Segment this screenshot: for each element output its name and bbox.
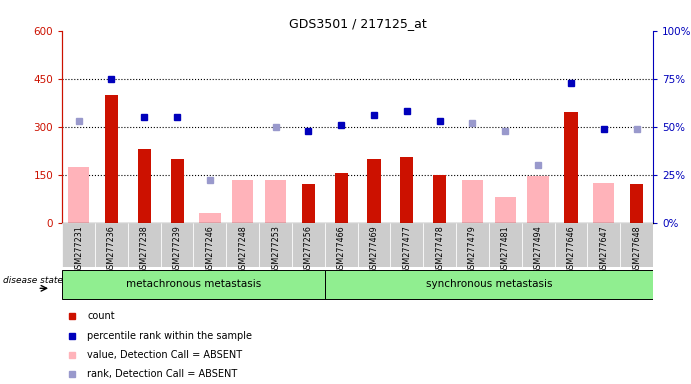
FancyBboxPatch shape	[128, 223, 160, 267]
FancyBboxPatch shape	[160, 223, 193, 267]
FancyBboxPatch shape	[621, 223, 653, 267]
FancyBboxPatch shape	[193, 223, 227, 267]
Text: count: count	[87, 311, 115, 321]
FancyBboxPatch shape	[325, 270, 653, 299]
FancyBboxPatch shape	[358, 223, 390, 267]
FancyBboxPatch shape	[292, 223, 325, 267]
Text: synchronous metastasis: synchronous metastasis	[426, 279, 552, 289]
FancyBboxPatch shape	[423, 223, 456, 267]
Text: GSM277494: GSM277494	[533, 225, 542, 274]
FancyBboxPatch shape	[62, 223, 95, 267]
FancyBboxPatch shape	[555, 223, 587, 267]
FancyBboxPatch shape	[489, 223, 522, 267]
Bar	[199, 213, 220, 223]
Text: GSM277477: GSM277477	[402, 225, 411, 274]
Bar	[433, 175, 446, 223]
Bar	[495, 197, 516, 223]
Title: GDS3501 / 217125_at: GDS3501 / 217125_at	[289, 17, 426, 30]
Text: GSM277646: GSM277646	[567, 225, 576, 273]
FancyBboxPatch shape	[227, 223, 259, 267]
Bar	[565, 113, 578, 223]
Bar	[68, 167, 89, 223]
Text: GSM277246: GSM277246	[205, 225, 214, 274]
Text: metachronous metastasis: metachronous metastasis	[126, 279, 261, 289]
Text: GSM277239: GSM277239	[173, 225, 182, 274]
Bar	[593, 183, 614, 223]
Bar	[462, 180, 483, 223]
FancyBboxPatch shape	[95, 223, 128, 267]
Text: GSM277256: GSM277256	[304, 225, 313, 274]
FancyBboxPatch shape	[259, 223, 292, 267]
Text: GSM277469: GSM277469	[370, 225, 379, 274]
FancyBboxPatch shape	[325, 223, 358, 267]
Text: rank, Detection Call = ABSENT: rank, Detection Call = ABSENT	[87, 369, 238, 379]
FancyBboxPatch shape	[522, 223, 555, 267]
Text: GSM277238: GSM277238	[140, 225, 149, 274]
Bar	[630, 184, 643, 223]
Text: GSM277647: GSM277647	[599, 225, 608, 274]
Text: GSM277466: GSM277466	[337, 225, 346, 273]
Text: GSM277253: GSM277253	[271, 225, 280, 274]
Text: GSM277248: GSM277248	[238, 225, 247, 274]
Bar	[138, 149, 151, 223]
Text: GSM277478: GSM277478	[435, 225, 444, 274]
Bar	[527, 176, 549, 223]
Text: GSM277479: GSM277479	[468, 225, 477, 274]
Text: GSM277236: GSM277236	[107, 225, 116, 274]
Bar	[232, 180, 254, 223]
Bar	[368, 159, 381, 223]
Text: disease state: disease state	[3, 275, 63, 285]
Text: GSM277481: GSM277481	[501, 225, 510, 273]
Bar	[302, 184, 315, 223]
Bar	[400, 157, 413, 223]
Text: GSM277648: GSM277648	[632, 225, 641, 273]
FancyBboxPatch shape	[390, 223, 423, 267]
FancyBboxPatch shape	[587, 223, 621, 267]
Bar	[334, 173, 348, 223]
Bar	[171, 159, 184, 223]
Text: GSM277231: GSM277231	[74, 225, 83, 274]
Bar	[105, 95, 118, 223]
FancyBboxPatch shape	[456, 223, 489, 267]
Text: percentile rank within the sample: percentile rank within the sample	[87, 331, 252, 341]
Bar	[265, 180, 286, 223]
FancyBboxPatch shape	[62, 270, 325, 299]
Text: value, Detection Call = ABSENT: value, Detection Call = ABSENT	[87, 350, 243, 360]
